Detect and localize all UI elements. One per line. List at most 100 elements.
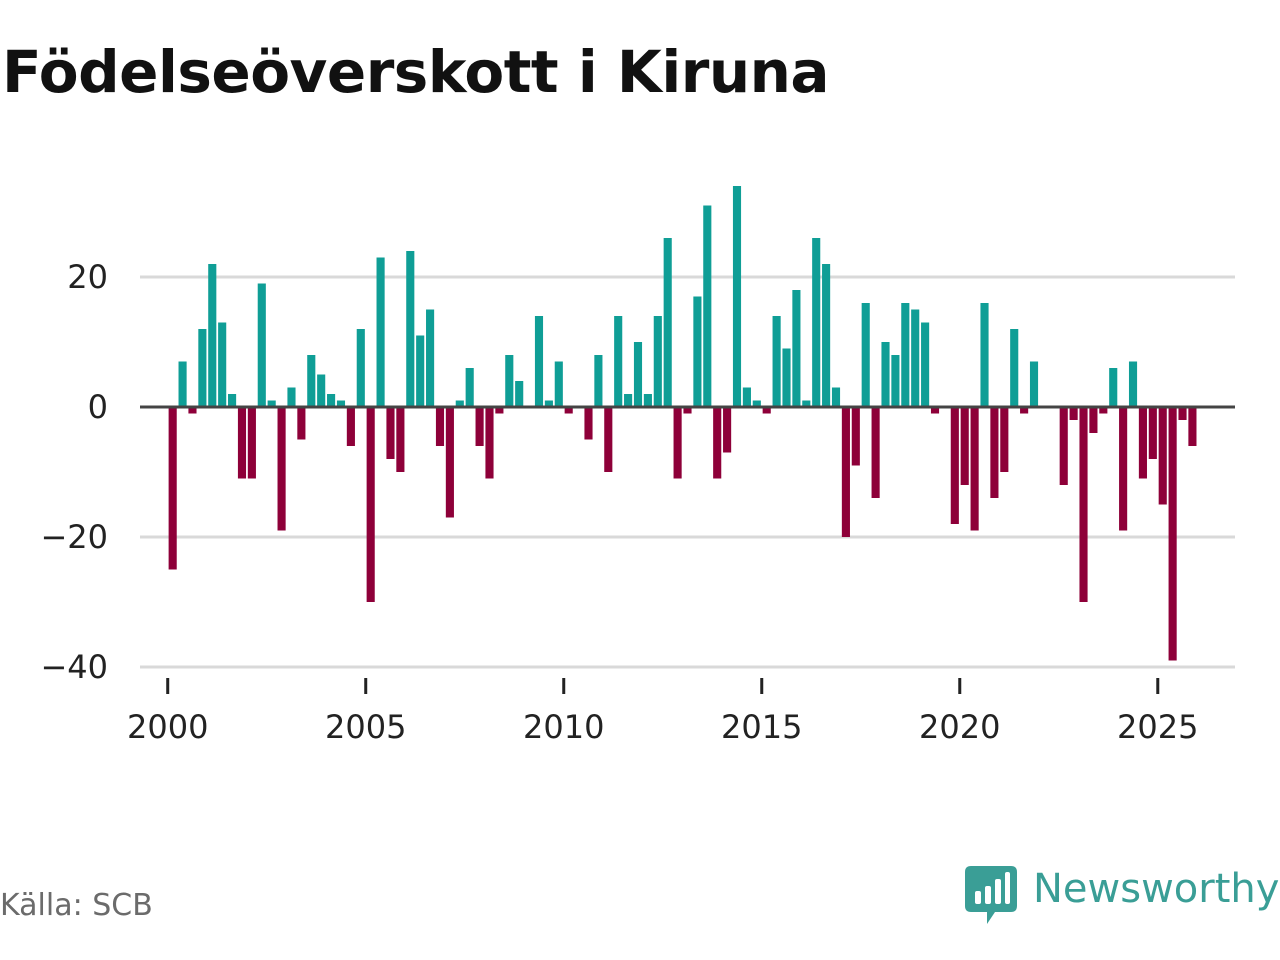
- gridlines: [140, 275, 1235, 669]
- bar: [426, 309, 435, 407]
- x-tick-label: 2005: [325, 708, 406, 746]
- bar: [802, 400, 811, 407]
- bar: [584, 407, 593, 440]
- bar: [713, 407, 722, 479]
- bar: [1148, 407, 1157, 459]
- bar: [980, 303, 989, 407]
- bar: [614, 316, 623, 407]
- bar: [782, 348, 791, 407]
- bar: [366, 407, 375, 602]
- bar: [950, 407, 959, 524]
- bar: [841, 407, 850, 537]
- bar: [1059, 407, 1068, 485]
- bar: [772, 316, 781, 407]
- y-axis: −40 −20 0 20: [40, 258, 108, 686]
- y-tick-label: 20: [67, 258, 108, 296]
- bar: [643, 394, 652, 407]
- newsworthy-logo-icon: [965, 866, 1017, 924]
- bar: [921, 322, 930, 407]
- bar: [1010, 329, 1019, 407]
- bar: [693, 296, 702, 407]
- bar: [673, 407, 682, 479]
- bar: [505, 355, 514, 407]
- bar: [445, 407, 454, 518]
- bar: [901, 303, 910, 407]
- bar: [683, 407, 692, 414]
- bar: [168, 407, 177, 570]
- newsworthy-logo-text: Newsworthy: [1033, 866, 1280, 912]
- bar: [1188, 407, 1197, 446]
- bar: [851, 407, 860, 466]
- bar: [732, 186, 742, 407]
- x-tick-label: 2025: [1117, 708, 1198, 746]
- x-tick-label: 2010: [523, 708, 604, 746]
- bar: [564, 407, 573, 414]
- bar: [911, 309, 920, 407]
- bar: [534, 316, 544, 407]
- bar: [267, 400, 276, 407]
- bar: [1000, 407, 1009, 472]
- bar: [1119, 407, 1128, 531]
- bar: [406, 251, 415, 407]
- bar: [1178, 407, 1187, 420]
- x-axis: 2000 2005 2010 2015 2020 2025: [127, 678, 1198, 746]
- bar: [396, 407, 405, 472]
- bar: [376, 257, 385, 407]
- source-note: Källa: SCB: [0, 888, 153, 923]
- bar: [1029, 361, 1039, 407]
- bar: [1089, 407, 1098, 433]
- bar: [723, 407, 732, 453]
- bar: [703, 205, 712, 407]
- bar: [960, 407, 969, 485]
- bar: [871, 407, 880, 498]
- bar: [762, 407, 771, 414]
- bar: [861, 303, 870, 407]
- bar: [416, 335, 425, 407]
- bar: [653, 316, 662, 407]
- bar: [831, 387, 841, 407]
- bar: [1158, 407, 1167, 505]
- bar: [515, 381, 524, 407]
- bars: [168, 186, 1197, 661]
- bar: [822, 264, 831, 407]
- bar: [990, 407, 999, 498]
- bar: [228, 394, 237, 407]
- bar: [1079, 407, 1088, 602]
- bar: [1138, 407, 1147, 479]
- bar: [287, 387, 296, 407]
- bar: [297, 407, 306, 440]
- bar: [356, 329, 365, 407]
- bar: [208, 264, 217, 407]
- bar: [495, 407, 504, 414]
- bar: [218, 322, 227, 407]
- bar: [891, 355, 900, 407]
- bar: [346, 407, 355, 446]
- bar: [1020, 407, 1029, 414]
- bar: [624, 394, 633, 407]
- y-tick-label: 0: [88, 388, 108, 426]
- bar: [1099, 407, 1108, 414]
- bar: [277, 407, 286, 531]
- bar: [455, 400, 464, 407]
- bar: [604, 407, 613, 472]
- bar: [1168, 407, 1177, 661]
- bar: [317, 374, 326, 407]
- bar: [435, 407, 445, 446]
- bar: [336, 400, 346, 407]
- y-tick-label: −20: [40, 518, 108, 556]
- bar: [465, 368, 474, 407]
- bar: [1128, 361, 1138, 407]
- bar: [327, 394, 336, 407]
- bar: [307, 355, 316, 407]
- bar: [663, 238, 672, 407]
- y-tick-label: −40: [40, 648, 108, 686]
- x-tick-label: 2020: [919, 708, 1000, 746]
- bar: [198, 329, 207, 407]
- bar: [475, 407, 484, 446]
- bar: [812, 238, 821, 407]
- x-tick-label: 2000: [127, 708, 208, 746]
- bar: [792, 290, 801, 407]
- bar: [742, 387, 751, 407]
- x-tick-label: 2015: [721, 708, 802, 746]
